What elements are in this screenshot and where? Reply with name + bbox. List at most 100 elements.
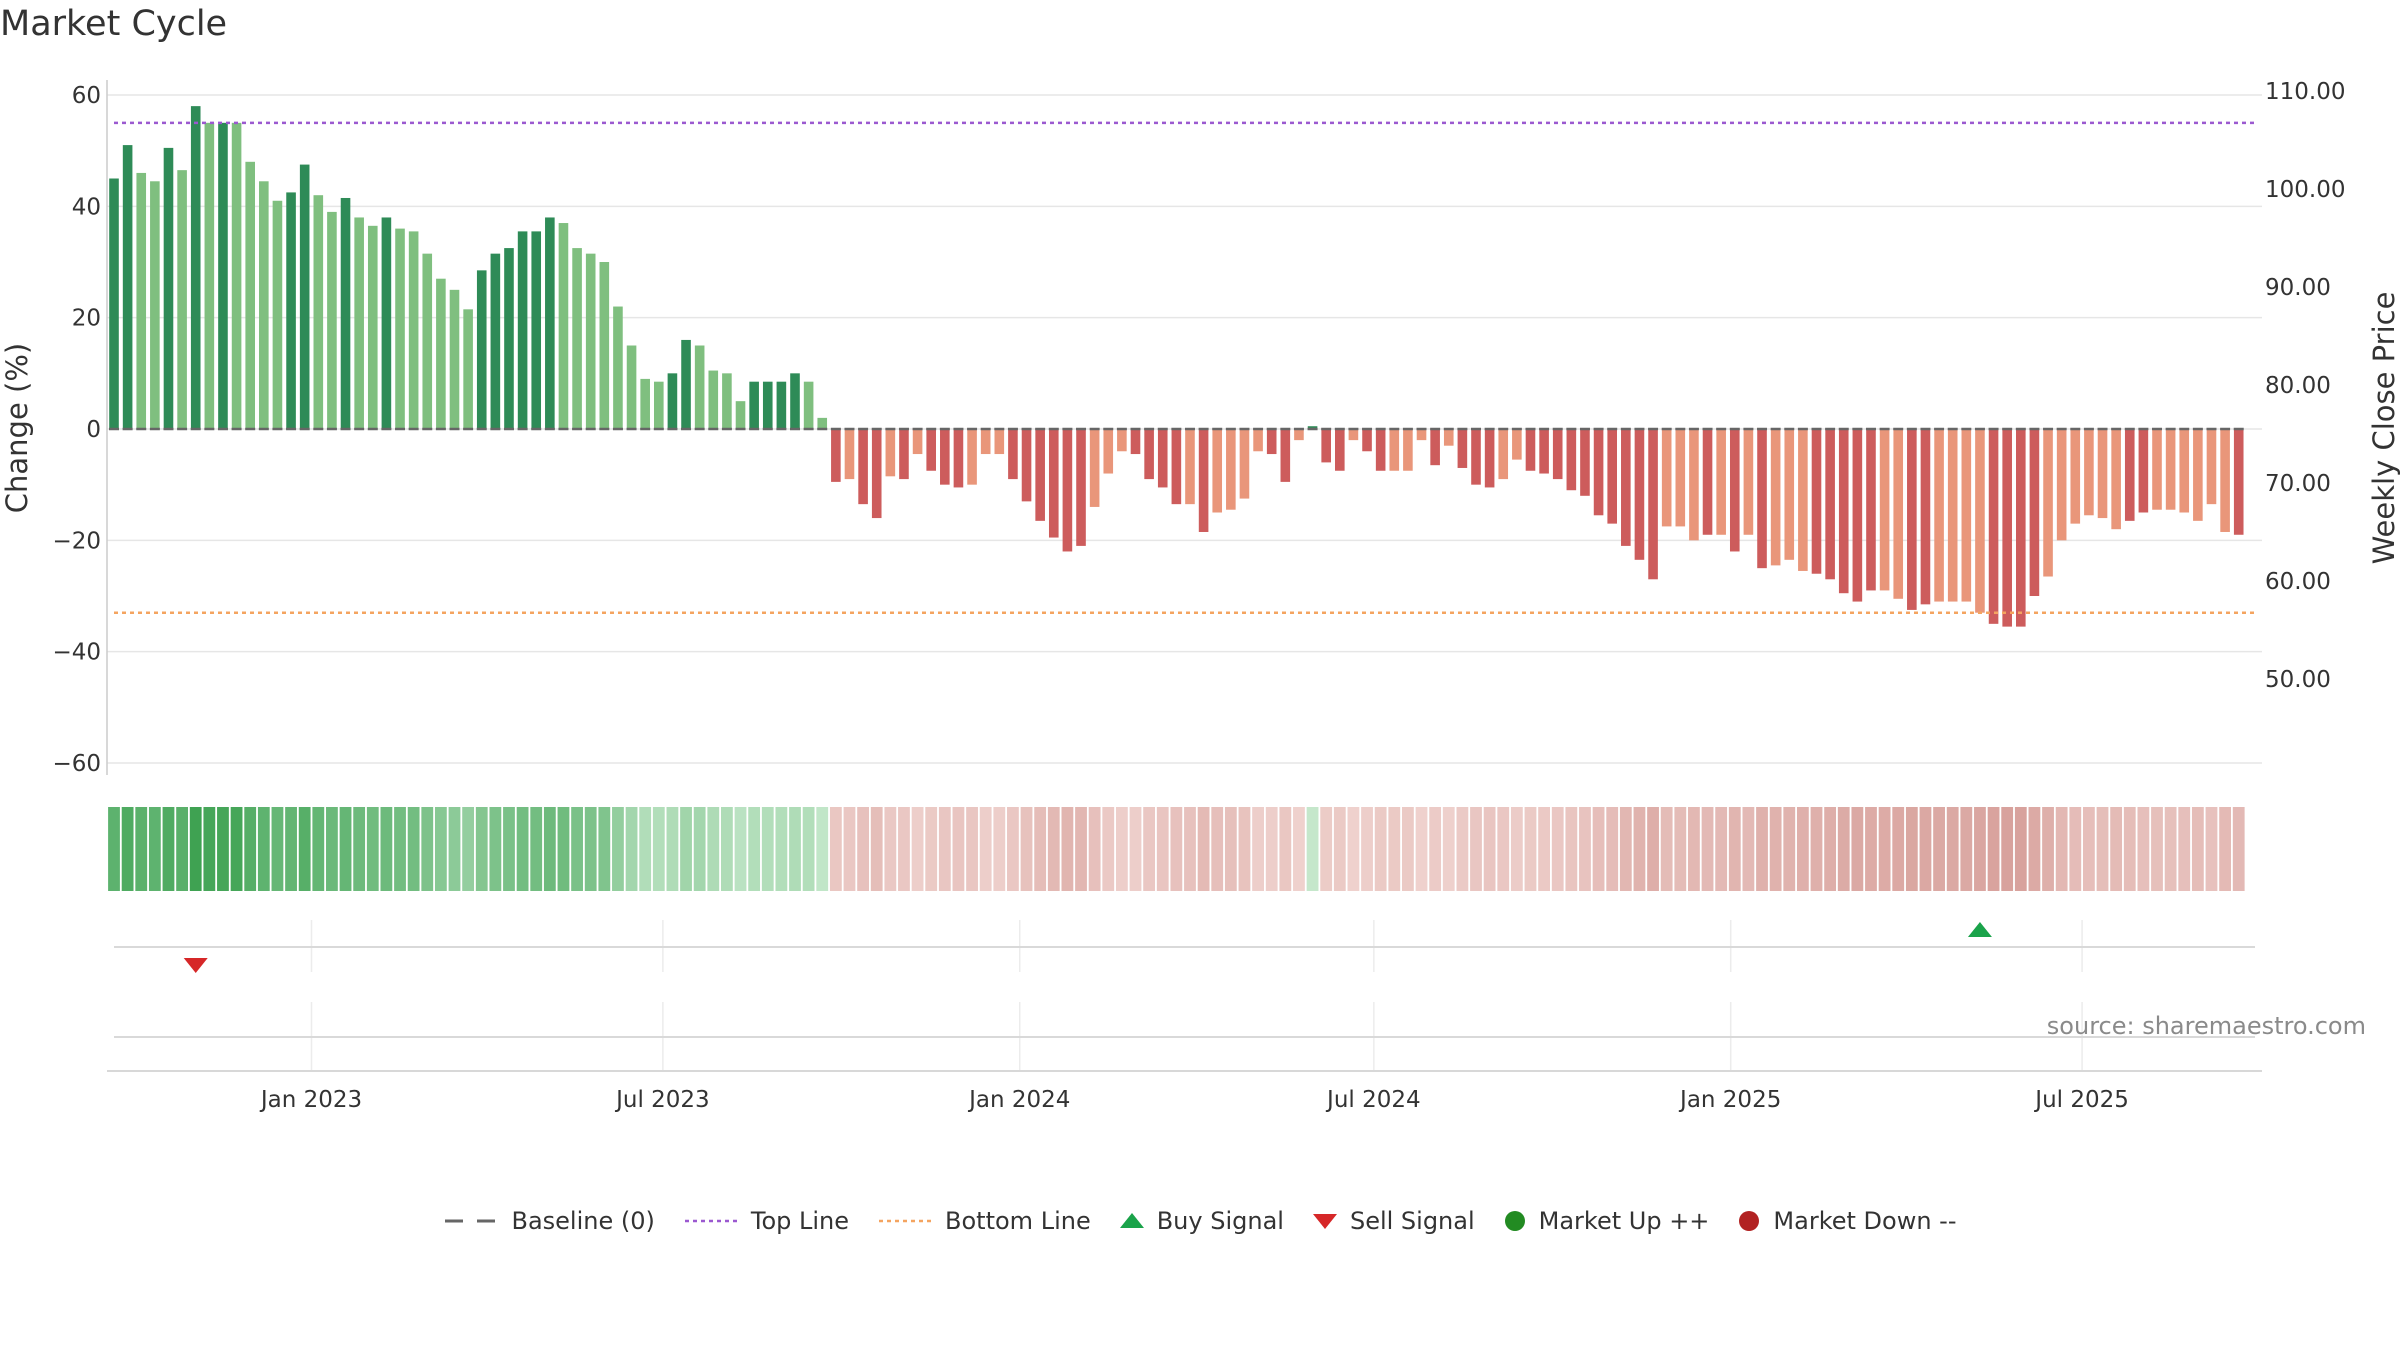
bar	[885, 429, 896, 477]
bar	[1743, 429, 1754, 535]
heat-strip-cell	[952, 807, 965, 891]
heat-strip-cell	[1020, 807, 1033, 891]
bar	[1008, 429, 1018, 480]
heat-strip-cell	[1184, 807, 1196, 891]
heat-strip-cell	[1279, 807, 1292, 891]
heat-strip-cell	[326, 807, 338, 891]
bar	[1416, 429, 1427, 441]
bar	[1021, 429, 1032, 502]
bar	[1634, 429, 1645, 560]
heat-strip-cell	[2069, 807, 2082, 891]
heat-strip-cell	[2001, 807, 2014, 891]
legend-label: Sell Signal	[1349, 1207, 1475, 1235]
heat-strip-cell	[1783, 807, 1796, 891]
y-tick-label-left: 60	[72, 83, 101, 109]
bar	[136, 172, 147, 429]
bar	[449, 289, 460, 429]
heat-strip-cell	[1374, 807, 1387, 891]
bar	[1089, 429, 1100, 507]
bar	[2152, 429, 2162, 510]
heat-strip-cell	[2096, 807, 2109, 891]
bar	[1852, 429, 1863, 602]
bar	[558, 223, 569, 429]
bar	[1552, 429, 1563, 480]
bar	[517, 231, 528, 429]
heat-strip-cell	[707, 807, 720, 891]
heat-strip-cell	[2028, 807, 2041, 891]
bar	[1975, 429, 1985, 613]
heat-strip-cell	[2014, 807, 2027, 891]
bar	[613, 306, 623, 429]
heat-strip-cell	[761, 807, 774, 891]
bar	[1430, 429, 1440, 466]
heat-strip-cell	[721, 807, 733, 891]
heat-strip-cell	[1728, 807, 1741, 891]
legend-symbol-buy-icon	[1119, 1213, 1144, 1228]
heat-strip-cell	[2151, 807, 2163, 891]
legend-symbol-up-icon	[1504, 1211, 1525, 1231]
bar	[708, 370, 719, 429]
bar	[408, 231, 419, 429]
bar-layer	[109, 106, 2244, 627]
heat-strip-cell	[1865, 807, 1877, 891]
bar	[286, 192, 296, 429]
bar	[2043, 429, 2053, 577]
heat-strip-cell	[1265, 807, 1278, 891]
bar	[1307, 426, 1318, 429]
bar	[817, 417, 828, 429]
heat-strip-cell	[339, 807, 352, 891]
bar	[1130, 429, 1141, 455]
bar	[858, 429, 868, 505]
heat-strip-cell	[1905, 807, 1918, 891]
heat-strip-cell	[1129, 807, 1142, 891]
heat-strip-cell	[1824, 807, 1837, 891]
heat-strip-cell	[2164, 807, 2177, 891]
bar	[831, 429, 841, 482]
signal-panel	[114, 920, 2255, 1070]
x-tick-label: Jul 2024	[1325, 1087, 1421, 1113]
bar	[1157, 429, 1168, 488]
bar	[109, 178, 119, 429]
heat-strip-cell	[1402, 807, 1414, 891]
heat-strip-cell	[1102, 807, 1115, 891]
y-axis-label-left: Change (%)	[0, 343, 34, 513]
legend-item-baseline: Baseline (0)	[443, 1207, 655, 1235]
bar	[1076, 429, 1086, 546]
heat-strip-cell	[816, 807, 829, 891]
legend-item-top: Top Line	[683, 1207, 849, 1235]
bar	[776, 381, 787, 429]
x-tick-label: Jul 2025	[2033, 1087, 2129, 1113]
heat-strip-cell	[1742, 807, 1755, 891]
heat-strip-cell	[1619, 807, 1632, 891]
bar	[1621, 429, 1631, 546]
bar	[1226, 429, 1236, 510]
heat-strip-cell	[1442, 807, 1455, 891]
bar	[1675, 429, 1686, 527]
heat-strip-cell	[748, 807, 761, 891]
heat-strip-cell	[1075, 807, 1087, 891]
heat-strip-cell	[938, 807, 951, 891]
bar	[626, 345, 637, 429]
heat-strip-cell	[230, 807, 243, 891]
heat-strip-cell	[2219, 807, 2231, 891]
bar	[463, 309, 473, 429]
heat-strip-cell	[2232, 807, 2245, 891]
bar	[1321, 429, 1331, 463]
heat-strip-cell	[1510, 807, 1523, 891]
bar	[1253, 429, 1263, 452]
heat-strip-cell	[285, 807, 297, 891]
heat-strip-cell	[162, 807, 175, 891]
bar	[163, 147, 174, 429]
bar	[327, 211, 337, 429]
x-tick-label: Jul 2023	[614, 1087, 710, 1113]
bar	[1198, 429, 1209, 532]
bar	[1716, 429, 1726, 535]
heat-strip-cell	[203, 807, 216, 891]
bar	[1294, 429, 1304, 441]
bar	[1103, 429, 1114, 474]
heat-strip-cell	[571, 807, 583, 891]
heat-strip-cell	[639, 807, 652, 891]
heat-strip-cell	[1415, 807, 1428, 891]
legend-label: Buy Signal	[1156, 1207, 1284, 1235]
